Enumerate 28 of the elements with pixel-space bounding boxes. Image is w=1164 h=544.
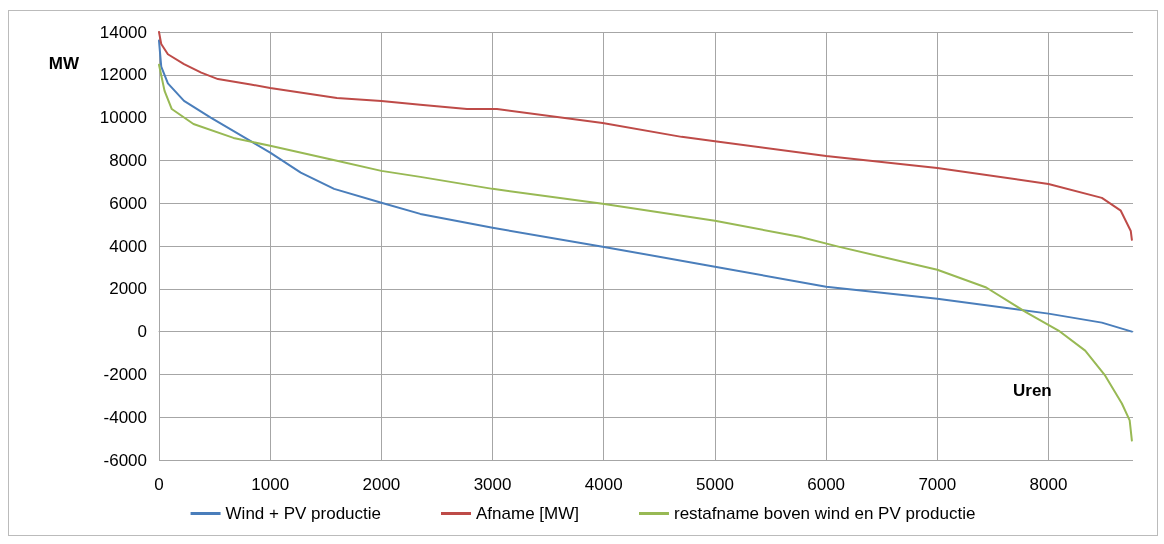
line-series (158, 63, 1133, 442)
line-series (158, 39, 1133, 333)
x-tick-label: 8000 (1029, 475, 1068, 494)
y-tick-label: -2000 (103, 364, 147, 384)
legend-label: Wind + PV productie (225, 504, 382, 523)
y-tick-label: 8000 (109, 150, 147, 170)
y-tick-label: 10000 (99, 108, 147, 128)
legend-label: Afname [MW] (476, 504, 579, 523)
legend-label: restafname boven wind en PV productie (673, 504, 976, 523)
x-tick-label: 0 (154, 475, 164, 494)
y-tick-label: 4000 (109, 236, 147, 256)
x-tick-label: 6000 (807, 475, 846, 494)
line-series (158, 31, 1133, 241)
x-tick-label: 1000 (251, 475, 290, 494)
x-axis-title: Uren (1013, 380, 1052, 400)
y-tick-label: 2000 (109, 279, 147, 299)
y-tick-label: 0 (137, 322, 147, 342)
y-tick-label: -6000 (103, 450, 147, 470)
y-tick-label: 14000 (99, 22, 147, 42)
y-tick-label: -4000 (103, 407, 147, 427)
y-tick-label: 12000 (99, 65, 147, 85)
x-tick-label: 4000 (584, 475, 623, 494)
x-tick-label: 7000 (918, 475, 957, 494)
x-tick-label: 3000 (473, 475, 512, 494)
y-tick-label: 6000 (109, 193, 147, 213)
x-tick-label: 5000 (696, 475, 734, 494)
x-tick-label: 2000 (362, 475, 401, 494)
y-axis-title: MW (48, 54, 80, 73)
